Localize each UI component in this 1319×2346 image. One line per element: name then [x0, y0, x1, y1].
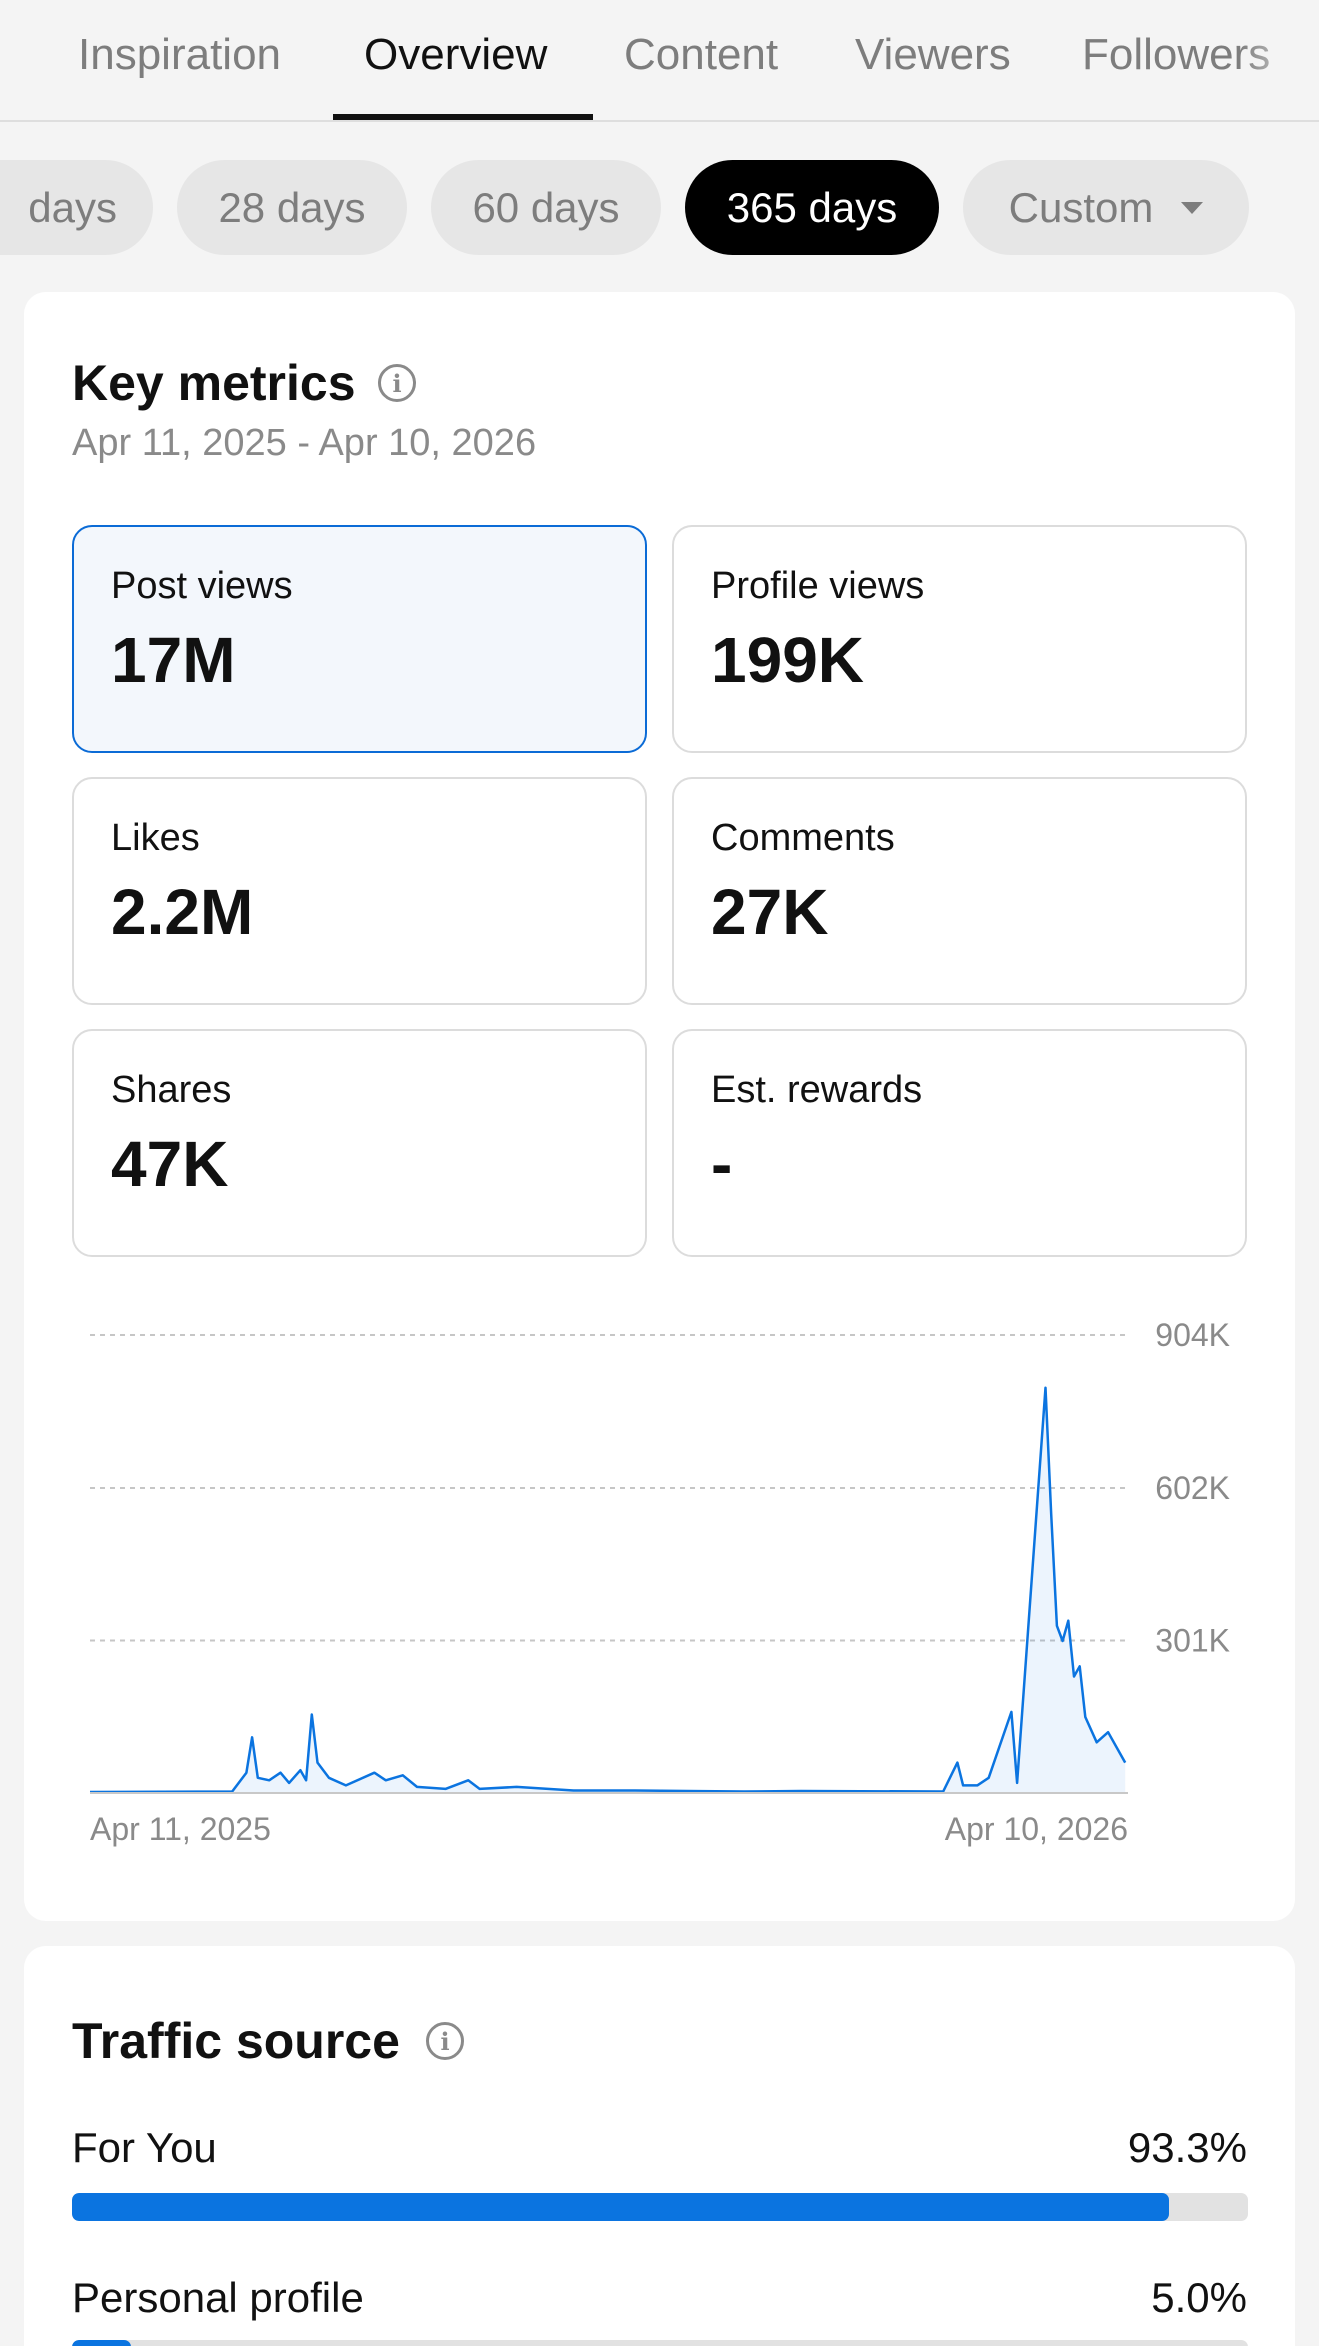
- metric-label: Likes: [111, 817, 200, 859]
- caret-down-icon: [1181, 201, 1204, 214]
- x-tick-label-start: Apr 11, 2025: [90, 1811, 271, 1847]
- metric-value: -: [711, 1128, 733, 1200]
- metric-value: 199K: [711, 624, 864, 696]
- metric-comments[interactable]: Comments 27K: [672, 777, 1247, 1005]
- traffic-source-title: Traffic source: [72, 2013, 400, 2069]
- active-tab-indicator: [333, 114, 593, 120]
- metric-likes[interactable]: Likes 2.2M: [72, 777, 647, 1005]
- traffic-source-bar-fill: [72, 2193, 1170, 2221]
- metric-profile-views[interactable]: Profile views 199K: [672, 525, 1247, 753]
- x-tick-label-end: Apr 10, 2026: [945, 1811, 1128, 1847]
- metric-est-rewards[interactable]: Est. rewards -: [672, 1029, 1247, 1257]
- tab-content[interactable]: Content: [624, 30, 779, 79]
- filter-custom[interactable]: Custom: [963, 160, 1249, 255]
- metric-label: Est. rewards: [711, 1069, 923, 1111]
- traffic-source-value: 93.3%: [1127, 2124, 1247, 2171]
- date-range-label: Apr 11, 2025 - Apr 10, 2026: [72, 422, 537, 464]
- traffic-source-value: 5.0%: [1151, 2274, 1247, 2321]
- info-icon[interactable]: i: [378, 364, 416, 402]
- metric-value: 27K: [711, 876, 829, 948]
- tab-overflow-fade: [1239, 0, 1319, 120]
- date-filter-pills: days 28 days 60 days 365 days Custom: [0, 160, 1319, 256]
- tab-viewers[interactable]: Viewers: [855, 30, 1011, 79]
- tab-overview[interactable]: Overview: [364, 30, 548, 79]
- filter-7-days[interactable]: days: [0, 160, 153, 255]
- y-tick-label: 904K: [1155, 1317, 1230, 1353]
- info-icon[interactable]: i: [426, 2022, 464, 2060]
- traffic-source-bar: [72, 2193, 1248, 2221]
- post-views-chart[interactable]: 904K 602K 301K Apr 11, 2025 Apr 10, 2026: [24, 292, 1295, 1921]
- filter-365-days[interactable]: 365 days: [685, 160, 939, 255]
- y-tick-label: 602K: [1155, 1470, 1230, 1506]
- filter-custom-label: Custom: [1008, 183, 1154, 231]
- tab-inspiration[interactable]: Inspiration: [78, 30, 282, 79]
- metric-shares[interactable]: Shares 47K: [72, 1029, 647, 1257]
- metric-label: Profile views: [711, 565, 925, 607]
- metric-value: 47K: [111, 1128, 229, 1200]
- key-metrics-card: Key metrics i Apr 11, 2025 - Apr 10, 202…: [24, 292, 1295, 1921]
- traffic-source-bar-fill: [72, 2340, 131, 2346]
- metric-label: Post views: [111, 565, 293, 607]
- traffic-source-label: Personal profile: [72, 2274, 364, 2321]
- metric-value: 17M: [111, 624, 236, 696]
- metric-post-views[interactable]: Post views 17M: [72, 525, 647, 753]
- chart-series-line: [89, 1386, 1127, 1794]
- filter-28-days[interactable]: 28 days: [177, 160, 407, 255]
- metric-label: Shares: [111, 1069, 232, 1111]
- metric-label: Comments: [711, 817, 895, 859]
- traffic-source-label: For You: [72, 2124, 217, 2171]
- chart-area-fill: [90, 1387, 1126, 1793]
- key-metrics-title: Key metrics: [72, 355, 356, 411]
- metric-value: 2.2M: [111, 876, 254, 948]
- traffic-source-bar: [72, 2340, 1248, 2346]
- y-tick-label: 301K: [1155, 1623, 1230, 1659]
- tab-followers[interactable]: Followers: [1082, 30, 1271, 79]
- top-tab-bar: Inspiration Overview Content Viewers Fol…: [0, 0, 1319, 122]
- traffic-source-card: Traffic source i: [24, 1946, 1295, 2346]
- filter-60-days[interactable]: 60 days: [431, 160, 661, 255]
